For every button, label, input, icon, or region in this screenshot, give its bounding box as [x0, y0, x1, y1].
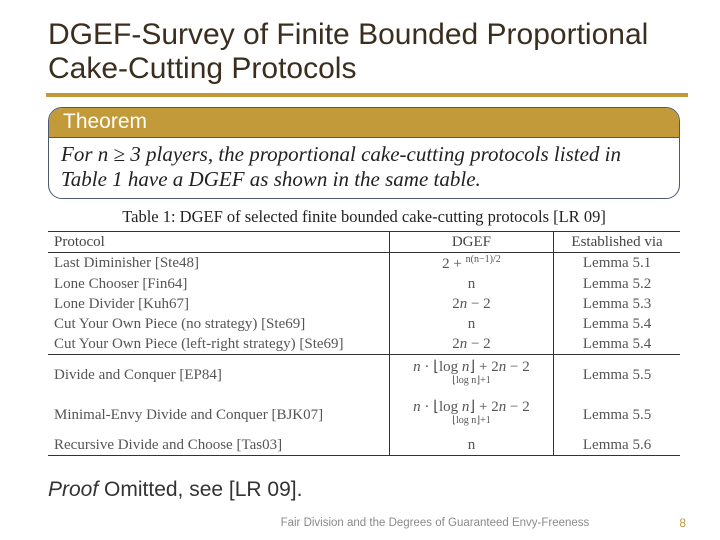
cell-dgef: 2n − 2 [389, 294, 553, 314]
table-body: Last Diminisher [Ste48] 2 + n(n−1)/2 Lem… [48, 252, 680, 455]
table-caption: Table 1: DGEF of selected finite bounded… [48, 207, 680, 227]
footer-text: Fair Division and the Degrees of Guarant… [281, 517, 590, 529]
cell-est: Lemma 5.4 [554, 334, 680, 355]
table-header-row: Protocol DGEF Established via [48, 231, 680, 252]
cell-est: Lemma 5.5 [554, 354, 680, 395]
cell-est: Lemma 5.5 [554, 395, 680, 435]
table-row: Cut Your Own Piece (no strategy) [Ste69]… [48, 314, 680, 334]
cell-protocol: Last Diminisher [Ste48] [48, 252, 389, 274]
table-row: Last Diminisher [Ste48] 2 + n(n−1)/2 Lem… [48, 252, 680, 274]
accent-divider [46, 93, 688, 97]
col-header-protocol: Protocol [48, 231, 389, 252]
cell-dgef: 2 + n(n−1)/2 [389, 252, 553, 274]
col-header-established: Established via [554, 231, 680, 252]
table-row: Lone Divider [Kuh67] 2n − 2 Lemma 5.3 [48, 294, 680, 314]
cell-protocol: Minimal-Envy Divide and Conquer [BJK07] [48, 395, 389, 435]
cell-est: Lemma 5.4 [554, 314, 680, 334]
cell-est: Lemma 5.2 [554, 274, 680, 294]
proof-label: Proof [48, 478, 98, 501]
footer: Fair Division and the Degrees of Guarant… [0, 516, 720, 530]
cell-dgef: n [389, 314, 553, 334]
cell-protocol: Cut Your Own Piece (left-right strategy)… [48, 334, 389, 355]
table-row: Recursive Divide and Choose [Tas03] n Le… [48, 435, 680, 456]
cell-protocol: Recursive Divide and Choose [Tas03] [48, 435, 389, 456]
cell-protocol: Lone Divider [Kuh67] [48, 294, 389, 314]
cell-dgef: 2n − 2 [389, 334, 553, 355]
cell-dgef: n · ⌊log n⌋ + 2n − 2⌊log n⌋+1 [389, 395, 553, 435]
cell-est: Lemma 5.3 [554, 294, 680, 314]
table-row: Minimal-Envy Divide and Conquer [BJK07] … [48, 395, 680, 435]
slide-container: DGEF-Survey of Finite Bounded Proportion… [0, 0, 720, 540]
table-row: Divide and Conquer [EP84] n · ⌊log n⌋ + … [48, 354, 680, 395]
proof-text: Omitted, see [LR 09]. [98, 478, 302, 501]
slide-title: DGEF-Survey of Finite Bounded Proportion… [48, 18, 690, 85]
col-header-dgef: DGEF [389, 231, 553, 252]
theorem-body: For n ≥ 3 players, the proportional cake… [49, 138, 679, 198]
table-row: Lone Chooser [Fin64] n Lemma 5.2 [48, 274, 680, 294]
cell-dgef: n · ⌊log n⌋ + 2n − 2⌊log n⌋+1 [389, 354, 553, 395]
cell-protocol: Lone Chooser [Fin64] [48, 274, 389, 294]
cell-est: Lemma 5.1 [554, 252, 680, 274]
cell-dgef: n [389, 435, 553, 456]
theorem-box: Theorem For n ≥ 3 players, the proportio… [48, 107, 680, 199]
cell-dgef: n [389, 274, 553, 294]
proof-line: Proof Omitted, see [LR 09]. [48, 478, 690, 502]
dgef-table: Protocol DGEF Established via Last Dimin… [48, 231, 680, 456]
cell-protocol: Cut Your Own Piece (no strategy) [Ste69] [48, 314, 389, 334]
cell-protocol: Divide and Conquer [EP84] [48, 354, 389, 395]
theorem-header: Theorem [49, 108, 679, 138]
cell-est: Lemma 5.6 [554, 435, 680, 456]
table-row: Cut Your Own Piece (left-right strategy)… [48, 334, 680, 355]
page-number: 8 [679, 516, 686, 530]
